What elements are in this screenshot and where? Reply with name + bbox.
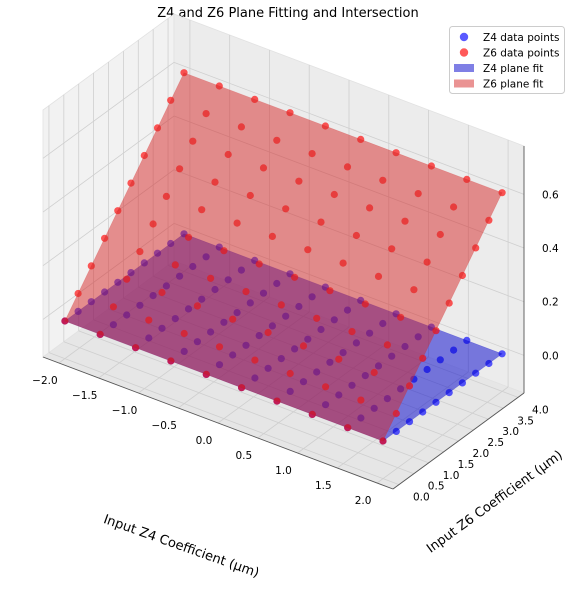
y-tick-label: 0.0 bbox=[413, 492, 430, 504]
plot-area bbox=[61, 69, 506, 445]
axes bbox=[42, 146, 525, 490]
y-tick-label: 0.5 bbox=[428, 481, 445, 493]
y-tick-label: 3.5 bbox=[517, 415, 534, 427]
z-tick-label: 0.4 bbox=[542, 243, 559, 255]
legend-swatch bbox=[454, 64, 474, 72]
gridline-y-floor bbox=[48, 352, 400, 486]
gridline-z-left bbox=[42, 62, 175, 159]
x-tick-label: 1.0 bbox=[275, 465, 292, 477]
chart-title: Z4 and Z6 Plane Fitting and Intersection bbox=[157, 6, 419, 21]
gridline-y-floor bbox=[63, 341, 414, 475]
y-tick-label: 2.0 bbox=[473, 448, 490, 460]
x-tick-label: 0.5 bbox=[235, 450, 252, 462]
legend-swatch bbox=[454, 79, 474, 88]
plane-z6-plane-fit bbox=[64, 72, 503, 442]
x-tick-label: 0.0 bbox=[196, 435, 213, 447]
legend-label: Z4 plane fit bbox=[483, 63, 543, 75]
y-tick-label: 3.0 bbox=[502, 426, 519, 438]
x-tick-label: 2.0 bbox=[355, 495, 372, 507]
legend-box bbox=[449, 26, 565, 94]
x-tick-label: −2.0 bbox=[32, 375, 58, 387]
tick-labels: −2.0−1.5−1.0−0.50.00.51.01.52.0 0.00.51.0… bbox=[32, 189, 559, 507]
x-axis-line bbox=[42, 356, 394, 490]
legend: Z4 data points Z6 data points Z4 plane fit… bbox=[449, 26, 565, 94]
z-tick-label: 0.2 bbox=[542, 297, 559, 309]
gridline-y-floor bbox=[78, 330, 429, 464]
y-tick-label: 2.5 bbox=[487, 437, 504, 449]
z-tick-label: 0.0 bbox=[542, 350, 559, 362]
z-tick-label: 0.6 bbox=[542, 189, 559, 201]
x-tick-label: −1.0 bbox=[112, 405, 138, 417]
x-axis-label: Input Z4 Coefficient (μm) bbox=[101, 512, 261, 581]
gridline-z-left bbox=[42, 115, 175, 213]
y-tick-label: 1.0 bbox=[443, 470, 460, 482]
x-tick-label: −1.5 bbox=[72, 390, 98, 402]
legend-label: Z6 plane fit bbox=[483, 79, 543, 91]
legend-label: Z4 data points bbox=[483, 32, 559, 44]
y-axis-line bbox=[392, 392, 525, 490]
gridline-z-back bbox=[173, 61, 525, 195]
y-axis-label: Input Z6 Coefficient (μm) bbox=[424, 448, 566, 557]
legend-marker bbox=[459, 32, 469, 42]
x-tick-label: 1.5 bbox=[315, 480, 332, 492]
legend-marker bbox=[459, 48, 469, 57]
y-tick-label: 4.0 bbox=[532, 404, 549, 416]
y-tick-label: 1.5 bbox=[458, 459, 475, 471]
x-tick-label: −0.5 bbox=[151, 420, 177, 432]
legend-label: Z6 data points bbox=[483, 48, 559, 60]
